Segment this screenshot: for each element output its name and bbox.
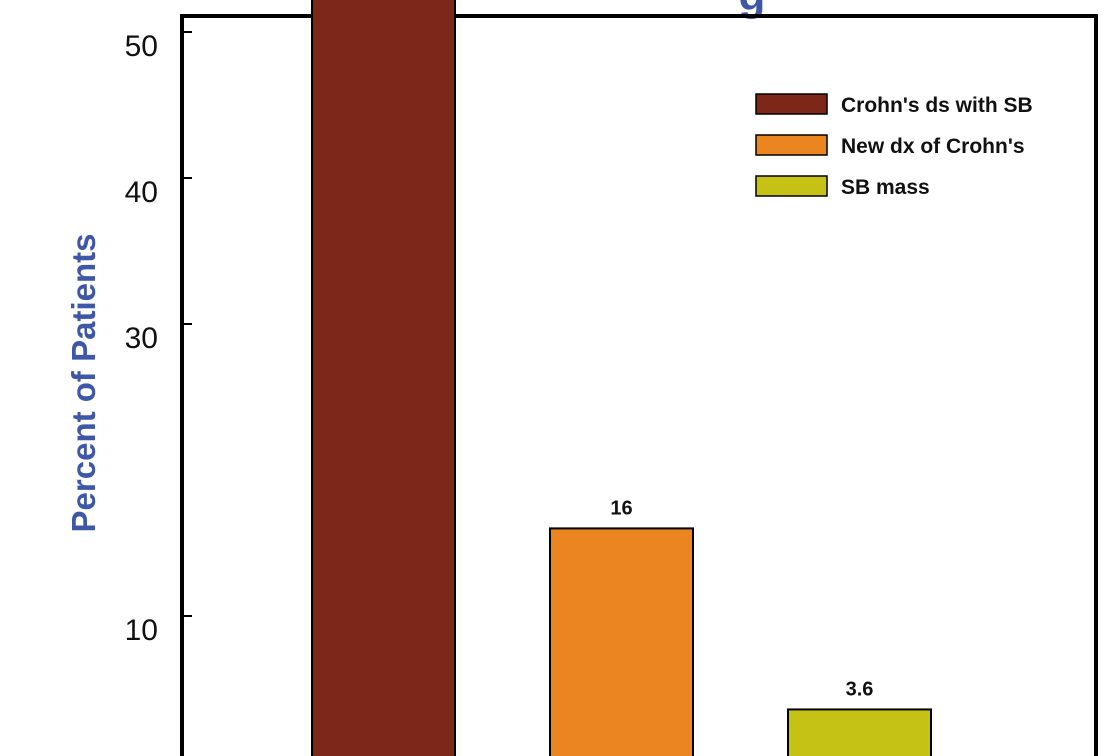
bar-value-label-2: 16 [610,497,632,519]
bar-3 [787,708,932,756]
plot-frame [180,14,1098,756]
bar-2 [549,527,694,756]
legend-label-1: Crohn's ds with SB [841,94,1033,117]
y-tick-label-10: 10 [125,614,158,647]
legend-swatch-3 [755,175,828,197]
legend-swatch-1 [755,93,828,115]
legend-swatch-2 [755,134,828,156]
y-tick-label-30: 30 [125,322,158,355]
bar-value-label-3: 3.6 [846,678,874,700]
y-tick-label-40: 40 [125,176,158,209]
bar-1 [311,0,456,756]
legend-label-3: SB mass [841,176,930,199]
y-tick-label-50: 50 [125,30,158,63]
y-axis-title: Percent of Patients [65,234,102,533]
legend-label-2: New dx of Crohn's [841,135,1025,158]
